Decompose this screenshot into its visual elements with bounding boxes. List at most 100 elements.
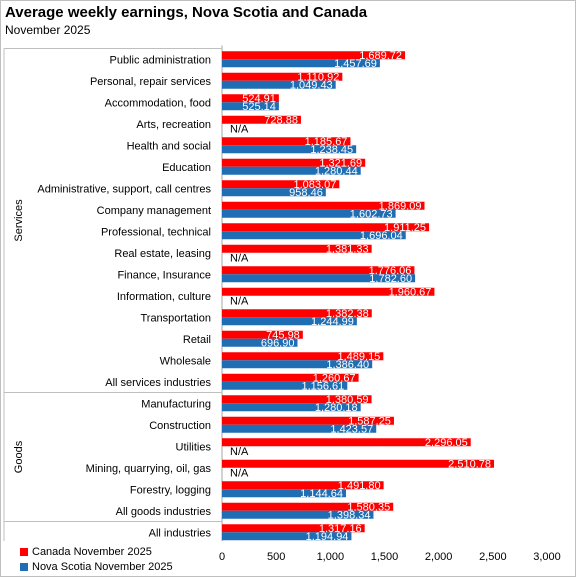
bar-nova-scotia-november-2025-transportation <box>222 317 357 326</box>
data-label-nova-scotia-november-2025-information-culture: N/A <box>230 295 249 307</box>
bar-canada-november-2025-real-estate-leasing <box>222 244 372 253</box>
data-label-nova-scotia-november-2025-administrative-support-call-centres: 958.46 <box>289 187 323 199</box>
data-label-canada-november-2025-accommodation-food: 524.91 <box>242 93 276 105</box>
data-label-nova-scotia-november-2025-professional-technical: 1,696.04 <box>360 230 403 242</box>
bar-nova-scotia-november-2025-personal-repair-services <box>222 80 336 89</box>
data-label-nova-scotia-november-2025-public-administration: 1,457.69 <box>334 58 377 70</box>
data-label-canada-november-2025-retail: 745.98 <box>266 329 300 341</box>
data-label-canada-november-2025-mining-quarrying-oil-gas: 2,510.78 <box>448 458 491 470</box>
category-label-utilities: Utilities <box>176 441 212 453</box>
bar-nova-scotia-november-2025-professional-technical <box>222 231 406 240</box>
x-tick-label-1000: 1,000 <box>317 551 345 563</box>
bar-canada-november-2025-accommodation-food <box>222 94 279 103</box>
data-label-canada-november-2025-finance-insurance: 1,776.06 <box>369 265 412 277</box>
data-label-nova-scotia-november-2025-all-industries: 1,194.94 <box>306 531 349 543</box>
category-label-personal-repair-services: Personal, repair services <box>90 76 212 88</box>
legend-item-canada: Canada November 2025 <box>20 546 152 558</box>
legend-item-nova-scotia: Nova Scotia November 2025 <box>20 561 173 573</box>
bar-canada-november-2025-company-management <box>222 201 425 210</box>
bar-canada-november-2025-arts-recreation <box>222 115 301 124</box>
data-label-nova-scotia-november-2025-real-estate-leasing: N/A <box>230 252 249 264</box>
data-label-nova-scotia-november-2025-retail: 696.90 <box>261 337 295 349</box>
category-label-manufacturing: Manufacturing <box>141 398 211 410</box>
group-label-goods: Goods <box>13 440 25 473</box>
bar-nova-scotia-november-2025-construction <box>222 424 377 433</box>
data-label-canada-november-2025-construction: 1,587.25 <box>348 415 391 427</box>
data-label-nova-scotia-november-2025-utilities: N/A <box>230 446 249 458</box>
data-label-canada-november-2025-personal-repair-services: 1,110.92 <box>297 71 339 83</box>
bar-nova-scotia-november-2025-manufacturing <box>222 403 361 412</box>
category-label-information-culture: Information, culture <box>117 291 211 303</box>
bar-canada-november-2025-transportation <box>222 309 372 318</box>
bar-canada-november-2025-all-industries <box>222 524 365 533</box>
data-label-nova-scotia-november-2025-manufacturing: 1,280.18 <box>315 402 358 414</box>
bar-canada-november-2025-health-and-social <box>222 137 351 146</box>
category-label-public-administration: Public administration <box>110 54 212 66</box>
data-label-nova-scotia-november-2025-transportation: 1,244.99 <box>311 316 354 328</box>
bar-nova-scotia-november-2025-health-and-social <box>222 145 357 154</box>
bar-canada-november-2025-professional-technical <box>222 223 430 232</box>
category-label-administrative-support-call-centres: Administrative, support, call centres <box>37 183 211 195</box>
bar-nova-scotia-november-2025-administrative-support-call-centres <box>222 188 326 197</box>
category-label-construction: Construction <box>149 420 211 432</box>
bar-canada-november-2025-finance-insurance <box>222 266 415 275</box>
bar-canada-november-2025-construction <box>222 416 394 425</box>
bar-canada-november-2025-mining-quarrying-oil-gas <box>222 459 495 468</box>
category-label-health-and-social: Health and social <box>127 140 211 152</box>
legend-label-canada: Canada November 2025 <box>32 546 152 558</box>
group-label-services: Services <box>13 199 25 242</box>
category-label-arts-recreation: Arts, recreation <box>136 119 211 131</box>
bar-canada-november-2025-forestry-logging <box>222 481 384 490</box>
bar-nova-scotia-november-2025-education <box>222 166 361 175</box>
x-tick-label-500: 500 <box>267 551 285 563</box>
category-label-real-estate-leasing: Real estate, leasing <box>114 248 211 260</box>
bar-nova-scotia-november-2025-all-goods-industries <box>222 510 374 519</box>
data-label-canada-november-2025-utilities: 2,296.05 <box>425 437 468 449</box>
data-label-canada-november-2025-arts-recreation: 728.88 <box>264 114 298 126</box>
data-label-canada-november-2025-manufacturing: 1,380.59 <box>326 394 369 406</box>
data-label-canada-november-2025-education: 1,321.69 <box>319 157 362 169</box>
data-label-nova-scotia-november-2025-health-and-social: 1,238.45 <box>310 144 353 156</box>
bar-nova-scotia-november-2025-wholesale <box>222 360 373 369</box>
data-label-canada-november-2025-transportation: 1,382.38 <box>326 308 369 320</box>
x-tick-label-1500: 1,500 <box>371 551 399 563</box>
data-label-nova-scotia-november-2025-all-goods-industries: 1,398.34 <box>328 509 371 521</box>
data-label-nova-scotia-november-2025-company-management: 1,602.73 <box>350 208 393 220</box>
data-label-canada-november-2025-professional-technical: 1,911.25 <box>384 222 426 234</box>
bar-nova-scotia-november-2025-all-industries <box>222 532 352 541</box>
bar-canada-november-2025-manufacturing <box>222 395 372 404</box>
data-label-nova-scotia-november-2025-mining-quarrying-oil-gas: N/A <box>230 467 249 479</box>
category-label-transportation: Transportation <box>140 312 211 324</box>
data-label-nova-scotia-november-2025-arts-recreation: N/A <box>230 123 249 135</box>
data-label-nova-scotia-november-2025-construction: 1,423.57 <box>330 423 373 435</box>
data-label-canada-november-2025-real-estate-leasing: 1,381.33 <box>326 243 369 255</box>
category-label-company-management: Company management <box>97 205 211 217</box>
x-tick-label-3000: 3,000 <box>533 551 561 563</box>
bar-canada-november-2025-wholesale <box>222 352 384 361</box>
category-label-forestry-logging: Forestry, logging <box>130 484 211 496</box>
data-label-nova-scotia-november-2025-wholesale: 1,386.40 <box>326 359 369 371</box>
data-label-canada-november-2025-all-goods-industries: 1,580.35 <box>347 501 390 513</box>
category-label-all-goods-industries: All goods industries <box>116 506 212 518</box>
category-label-finance-insurance: Finance, Insurance <box>117 269 211 281</box>
bar-canada-november-2025-personal-repair-services <box>222 72 343 81</box>
data-label-canada-november-2025-wholesale: 1,489.15 <box>337 351 380 363</box>
bar-canada-november-2025-public-administration <box>222 51 406 60</box>
legend-label-nova-scotia: Nova Scotia November 2025 <box>32 561 173 573</box>
data-label-canada-november-2025-all-services-industries: 1,260.67 <box>313 372 356 384</box>
x-tick-label-0: 0 <box>219 551 225 563</box>
data-label-nova-scotia-november-2025-all-services-industries: 1,156.61 <box>301 380 344 392</box>
data-label-nova-scotia-november-2025-personal-repair-services: 1,049.43 <box>290 79 333 91</box>
category-label-wholesale: Wholesale <box>160 355 211 367</box>
data-label-nova-scotia-november-2025-accommodation-food: 525.14 <box>242 101 276 113</box>
data-label-canada-november-2025-all-industries: 1,317.16 <box>319 523 362 535</box>
bar-canada-november-2025-education <box>222 158 366 167</box>
bar-nova-scotia-november-2025-forestry-logging <box>222 489 347 498</box>
category-label-all-services-industries: All services industries <box>105 377 211 389</box>
category-label-mining-quarrying-oil-gas: Mining, quarrying, oil, gas <box>86 463 212 475</box>
legend-swatch-nova-scotia <box>20 563 28 572</box>
category-label-education: Education <box>162 162 211 174</box>
x-tick-label-2500: 2,500 <box>479 551 507 563</box>
bar-canada-november-2025-administrative-support-call-centres <box>222 180 340 189</box>
